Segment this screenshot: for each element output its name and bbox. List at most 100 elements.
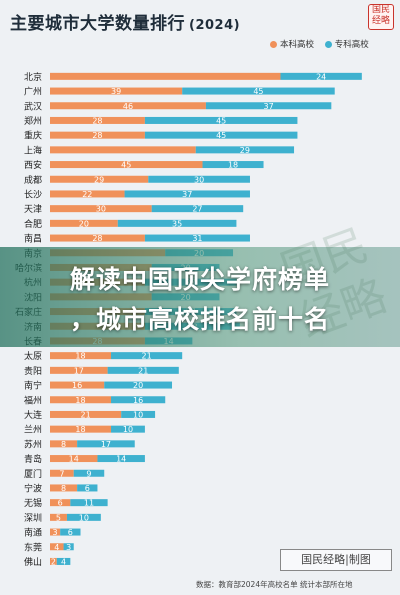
value-label-benke: 18: [75, 425, 85, 434]
category-label: 天津: [24, 204, 42, 215]
bar-benke: [50, 455, 98, 463]
bar-zhuanke: [70, 499, 108, 507]
value-label-zhuanke: 9: [86, 469, 91, 478]
headline-banner: [0, 247, 400, 347]
value-label-zhuanke: 21: [142, 352, 152, 361]
value-label-benke: 21: [80, 410, 90, 419]
value-label-benke: 28: [92, 116, 102, 125]
bar-zhuanke: [104, 381, 173, 389]
headline-line-2: ，城市高校排名前十名: [69, 305, 330, 334]
chart-title: 主要城市大学数量排行 (2024): [10, 14, 241, 34]
value-label-benke: 18: [75, 396, 85, 405]
value-label-benke: 16: [72, 381, 82, 390]
bar-zhuanke: [77, 440, 135, 448]
value-label-zhuanke: 11: [84, 499, 94, 508]
value-label-zhuanke: 10: [123, 425, 133, 434]
category-label: 太原: [24, 350, 42, 362]
bar-zhuanke: [111, 352, 183, 360]
category-label: 东莞: [24, 541, 42, 553]
category-label: 南昌: [24, 233, 42, 245]
bar-zhuanke: [144, 234, 250, 242]
value-label-benke: 8: [61, 440, 66, 449]
value-label-benke: 46: [123, 102, 133, 111]
bar-benke: [50, 499, 71, 507]
value-label-zhuanke: 4: [61, 557, 66, 566]
bar-zhuanke: [151, 205, 244, 213]
value-label-zhuanke: 16: [133, 396, 143, 405]
bar-zhuanke: [144, 116, 298, 124]
category-label: 福州: [24, 394, 42, 406]
value-label-zhuanke: 10: [133, 410, 143, 419]
value-label-benke: 30: [96, 205, 106, 214]
bar-benke: [50, 410, 122, 418]
category-label: 贵阳: [24, 365, 42, 377]
seal-logo: 国民 经略: [368, 4, 394, 30]
value-label-benke: 22: [82, 190, 92, 199]
value-label-zhuanke: 14: [116, 455, 126, 464]
category-label: 大连: [24, 409, 42, 421]
bar-benke: [50, 513, 67, 521]
legend-item-zhuanke: 专科高校: [324, 40, 369, 50]
category-label: 长沙: [24, 188, 42, 200]
value-label-benke: 2: [51, 557, 56, 566]
bar-zhuanke: [124, 190, 250, 198]
category-label: 深圳: [24, 513, 42, 524]
value-label-zhuanke: 17: [101, 440, 111, 449]
value-label-benke: 29: [94, 175, 104, 184]
bar-zhuanke: [280, 72, 362, 80]
chart-year: (2024): [189, 18, 241, 33]
bar-benke: [50, 116, 145, 124]
bar-zhuanke: [77, 484, 98, 492]
bar-zhuanke: [205, 102, 332, 110]
legend-item-benke: 本科高校: [270, 40, 314, 50]
value-label-zhuanke: 45: [216, 131, 226, 140]
bar-benke: [50, 102, 206, 110]
value-label-benke: 6: [58, 499, 63, 508]
value-label-zhuanke: 37: [182, 190, 192, 199]
category-label: 厦门: [24, 468, 42, 480]
category-label: 苏州: [24, 438, 42, 450]
category-label: 广州: [24, 86, 42, 98]
value-label-zhuanke: 10: [79, 513, 89, 522]
category-label: 合肥: [24, 218, 42, 230]
category-label: 南宁: [24, 380, 42, 392]
category-label: 郑州: [24, 115, 42, 127]
value-label-zhuanke: 45: [253, 87, 263, 96]
bar-zhuanke: [63, 543, 74, 551]
value-label-zhuanke: 30: [194, 175, 204, 184]
bar-benke: [50, 440, 78, 448]
value-label-zhuanke: 6: [85, 484, 90, 493]
value-label-zhuanke: 29: [240, 146, 250, 155]
bar-benke: [50, 87, 183, 95]
bar-benke: [50, 131, 145, 139]
bar-benke: [50, 381, 105, 389]
source-note: 数据：教育部2024年高校名单 统计本部所在地: [196, 580, 353, 589]
bar-zhuanke: [111, 396, 166, 404]
category-label: 武汉: [24, 100, 42, 112]
bar-zhuanke: [73, 469, 105, 477]
credit-stamp: 国民经略|制图: [280, 549, 392, 571]
value-label-benke: 39: [111, 87, 121, 96]
bar-benke: [50, 146, 196, 154]
value-label-benke: 45: [121, 161, 131, 170]
bar-benke: [50, 528, 61, 536]
category-label: 宁波: [24, 482, 42, 494]
headline-line-1: 解读中国顶尖学府榜单: [69, 265, 330, 294]
legend-swatch-zhuanke: [324, 41, 332, 48]
bar-benke: [50, 366, 108, 374]
value-label-zhuanke: 6: [68, 528, 73, 537]
bar-benke: [50, 396, 112, 404]
bar-zhuanke: [117, 219, 237, 227]
legend-label-benke: 本科高校: [280, 40, 315, 50]
category-label: 佛山: [24, 556, 42, 568]
value-label-benke: 17: [74, 366, 84, 375]
bar-zhuanke: [60, 528, 81, 536]
value-label-zhuanke: 31: [192, 234, 202, 243]
bar-zhuanke: [144, 131, 298, 139]
bar-benke: [50, 557, 57, 565]
bar-zhuanke: [182, 87, 335, 95]
bar-benke: [50, 72, 281, 80]
chart-legend: 本科高校 专科高校: [270, 38, 377, 50]
value-label-zhuanke: 20: [133, 381, 143, 390]
